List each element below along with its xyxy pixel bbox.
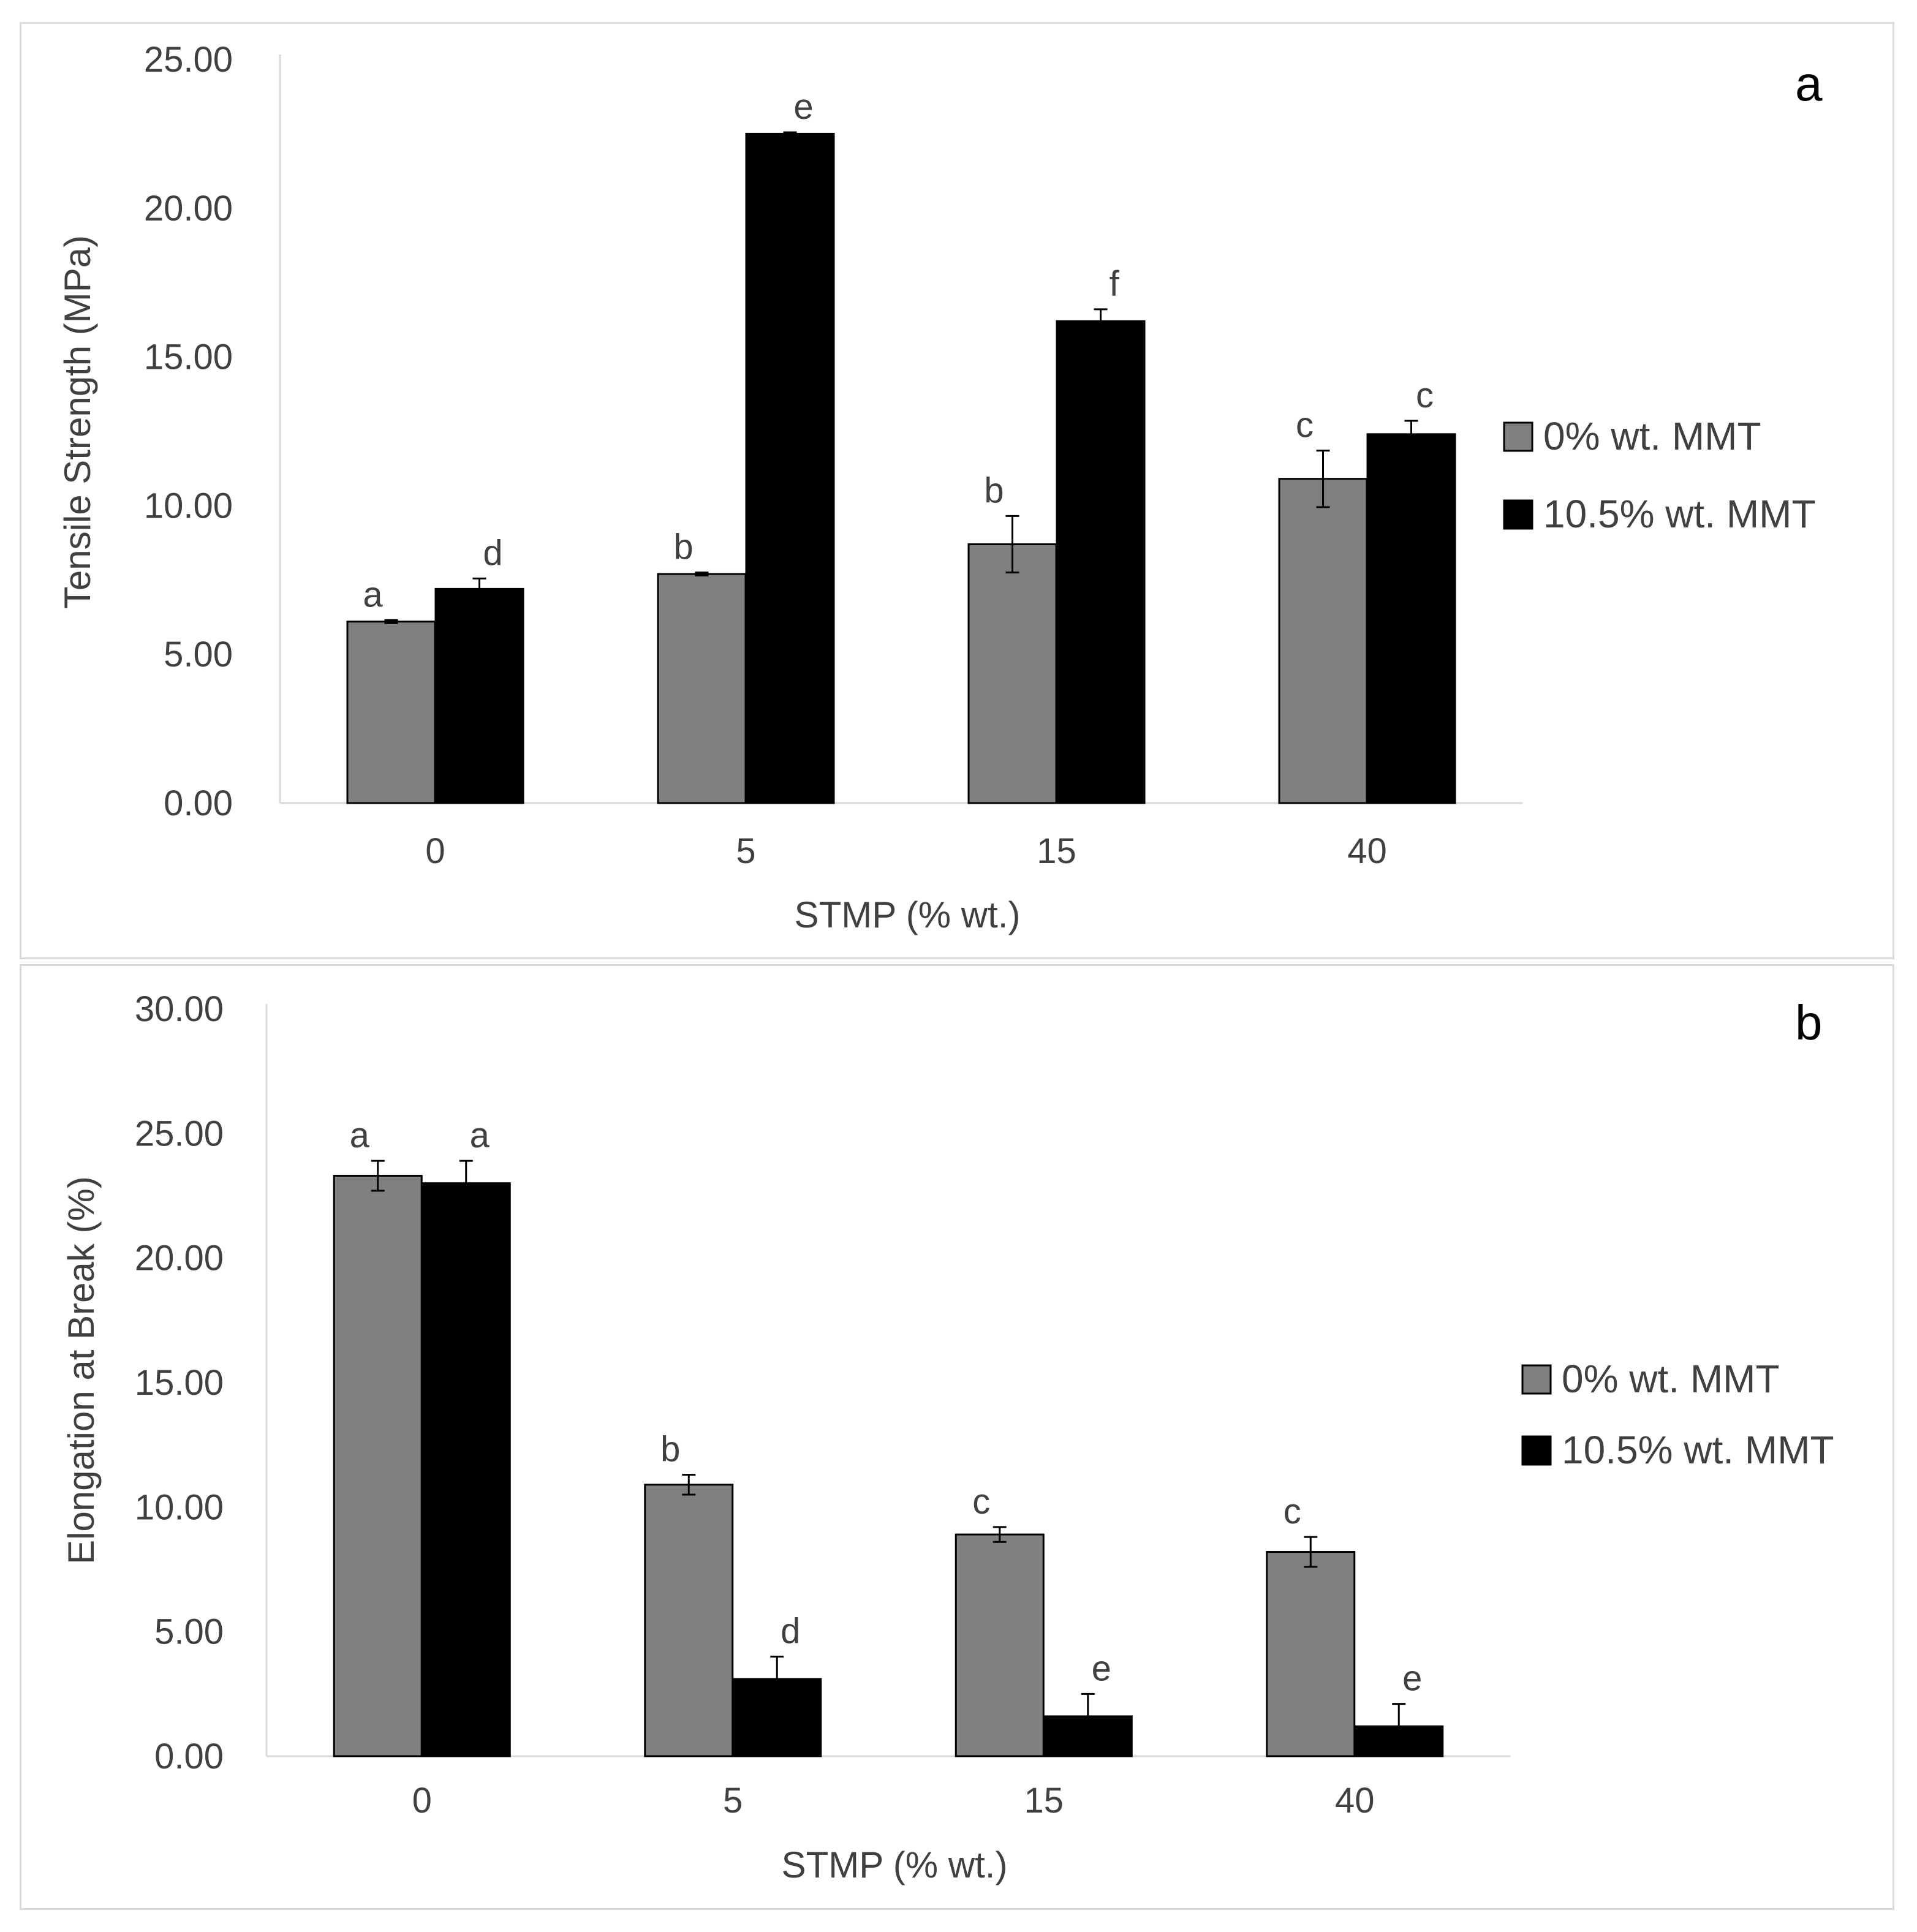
significance-letter: b xyxy=(984,470,1004,510)
y-tick-label: 15.00 xyxy=(135,1363,224,1403)
legend: 0% wt. MMT 10.5% wt. MMT xyxy=(1521,1357,1834,1472)
legend-label-0pct-mmt: 0% wt. MMT xyxy=(1562,1357,1780,1401)
error-bar xyxy=(1005,515,1019,574)
y-tick-label: 30.00 xyxy=(135,989,224,1029)
bar-mmt-0pct-stmp-5 xyxy=(644,1484,734,1757)
significance-letter: e xyxy=(1092,1648,1111,1688)
bar-mmt-0pct-stmp-15 xyxy=(955,1533,1045,1757)
significance-letter: b xyxy=(660,1429,680,1469)
y-tick-label: 20.00 xyxy=(135,1239,224,1278)
legend-swatch-0pct-mmt xyxy=(1521,1364,1552,1395)
legend-label-10-5pct-mmt: 10.5% wt. MMT xyxy=(1543,492,1816,536)
significance-letter: f xyxy=(1109,264,1119,304)
error-bar xyxy=(1094,308,1108,334)
bar-mmt-0pct-stmp-5 xyxy=(657,573,747,804)
y-tick-label: 25.00 xyxy=(144,40,233,80)
x-tick-label: 15 xyxy=(1024,1781,1064,1821)
elongation-at-break-chart: b Elongation at Break (%) STMP (% wt.) 0… xyxy=(61,989,1834,1885)
y-tick-label: 10.00 xyxy=(135,1487,224,1527)
chart-panel-b: b Elongation at Break (%) STMP (% wt.) 0… xyxy=(20,964,1894,1910)
y-tick-label: 15.00 xyxy=(144,338,233,377)
significance-letter: d xyxy=(781,1611,800,1651)
significance-letter: e xyxy=(1402,1659,1422,1699)
significance-letter: b xyxy=(673,527,693,567)
panel-letter-a: a xyxy=(1795,56,1823,111)
significance-letter: c xyxy=(1284,1492,1301,1531)
error-bar xyxy=(1304,1536,1318,1568)
x-tick-label: 5 xyxy=(723,1781,743,1821)
significance-letter: a xyxy=(470,1115,490,1155)
x-tick-label: 15 xyxy=(1037,831,1076,871)
x-tick-label: 0 xyxy=(412,1781,432,1821)
legend-swatch-10-5pct-mmt xyxy=(1521,1435,1552,1466)
bar-mmt-0pct-stmp-40 xyxy=(1266,1551,1356,1757)
y-tick-label: 5.00 xyxy=(154,1612,224,1652)
bar-mmt-0pct-stmp-0 xyxy=(333,1174,423,1757)
panel-letter-b: b xyxy=(1795,995,1823,1050)
legend-swatch-0pct-mmt xyxy=(1503,421,1533,452)
bar-mmt-10-5pct-stmp-15 xyxy=(1056,320,1146,804)
error-bar xyxy=(993,1526,1007,1543)
significance-letter: a xyxy=(363,575,383,614)
error-bar xyxy=(695,572,709,577)
significance-letter: e xyxy=(793,87,813,127)
bar-mmt-10-5pct-stmp-0 xyxy=(434,587,524,804)
y-tick-label: 20.00 xyxy=(144,189,233,228)
error-bar xyxy=(770,1655,784,1703)
tensile-strength-chart: a Tensile Strength (MPa) STMP (% wt.) 0%… xyxy=(57,40,1823,935)
significance-letter: c xyxy=(1416,375,1434,415)
legend-label-0pct-mmt: 0% wt. MMT xyxy=(1543,414,1761,458)
error-bar xyxy=(1404,420,1418,449)
bar-mmt-10-5pct-stmp-0 xyxy=(421,1182,511,1757)
error-bar xyxy=(1392,1703,1406,1750)
y-axis-title: Elongation at Break (%) xyxy=(61,1176,102,1564)
error-bar xyxy=(682,1473,696,1496)
error-bar xyxy=(371,1160,385,1192)
bar-mmt-0pct-stmp-15 xyxy=(967,543,1057,804)
y-tick-label: 5.00 xyxy=(164,635,233,674)
y-tick-label: 0.00 xyxy=(154,1737,224,1776)
y-tick-label: 10.00 xyxy=(144,486,233,526)
bar-mmt-0pct-stmp-0 xyxy=(346,621,436,804)
chart-panel-a: a Tensile Strength (MPa) STMP (% wt.) 0%… xyxy=(20,22,1894,959)
significance-letter: c xyxy=(1296,406,1314,445)
error-bar xyxy=(1081,1692,1095,1740)
legend-label-10-5pct-mmt: 10.5% wt. MMT xyxy=(1562,1428,1834,1472)
legend: 0% wt. MMT 10.5% wt. MMT xyxy=(1503,414,1816,536)
x-tick-label: 0 xyxy=(425,831,445,871)
bar-mmt-10-5pct-stmp-40 xyxy=(1366,433,1456,804)
x-axis-title: STMP (% wt.) xyxy=(795,894,1021,935)
error-bar xyxy=(459,1160,473,1207)
significance-letter: a xyxy=(350,1115,370,1155)
significance-letter: c xyxy=(972,1482,990,1522)
y-tick-label: 25.00 xyxy=(135,1114,224,1153)
y-tick-label: 0.00 xyxy=(164,783,233,823)
x-tick-label: 40 xyxy=(1347,831,1387,871)
x-axis-title: STMP (% wt.) xyxy=(782,1844,1008,1885)
error-bar xyxy=(1316,450,1330,508)
y-axis-title: Tensile Strength (MPa) xyxy=(57,235,98,609)
error-bar xyxy=(472,577,486,600)
bar-mmt-10-5pct-stmp-5 xyxy=(745,132,835,804)
error-bar xyxy=(783,131,797,137)
bar-mmt-0pct-stmp-40 xyxy=(1278,478,1368,804)
legend-swatch-10-5pct-mmt xyxy=(1503,499,1533,530)
x-tick-label: 5 xyxy=(736,831,755,871)
error-bar xyxy=(384,619,398,624)
significance-letter: d xyxy=(483,533,502,573)
x-tick-label: 40 xyxy=(1335,1781,1375,1821)
